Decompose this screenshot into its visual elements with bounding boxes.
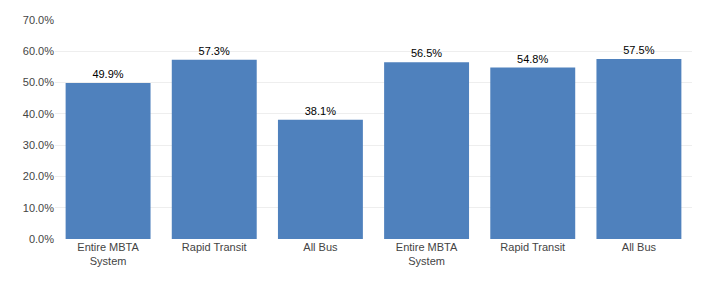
svg-text:Rapid Transit: Rapid Transit	[182, 241, 247, 253]
svg-text:57.3%: 57.3%	[199, 45, 230, 57]
svg-text:56.5%: 56.5%	[411, 47, 442, 59]
svg-text:Rapid Transit: Rapid Transit	[500, 241, 565, 253]
svg-text:All Bus: All Bus	[622, 241, 657, 253]
svg-text:Entire MBTASystem: Entire MBTASystem	[77, 241, 139, 267]
svg-text:40.0%: 40.0%	[23, 108, 54, 120]
svg-text:54.8%: 54.8%	[517, 53, 548, 65]
svg-text:20.0%: 20.0%	[23, 170, 54, 182]
svg-text:60.0%: 60.0%	[23, 45, 54, 57]
svg-text:70.0%: 70.0%	[23, 14, 54, 26]
svg-text:All Bus: All Bus	[303, 241, 338, 253]
svg-text:0.0%: 0.0%	[29, 233, 54, 245]
svg-text:Entire MBTASystem: Entire MBTASystem	[396, 241, 458, 267]
svg-text:50.0%: 50.0%	[23, 76, 54, 88]
svg-text:57.5%: 57.5%	[623, 44, 654, 56]
svg-text:10.0%: 10.0%	[23, 202, 54, 214]
svg-text:38.1%: 38.1%	[305, 105, 336, 117]
svg-text:49.9%: 49.9%	[92, 68, 123, 80]
svg-text:30.0%: 30.0%	[23, 139, 54, 151]
